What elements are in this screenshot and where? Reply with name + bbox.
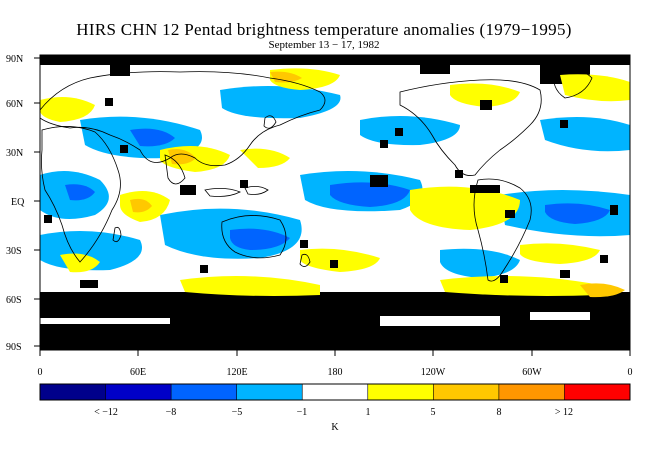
colorbar-frame bbox=[39, 383, 631, 401]
lon-label-0-east: 0 bbox=[628, 367, 633, 378]
anomaly-field bbox=[40, 55, 630, 350]
colorbar-label-6: 5 bbox=[431, 407, 436, 418]
lat-label-90s: 90S bbox=[6, 342, 22, 353]
colorbar-swatch-1 bbox=[40, 384, 107, 400]
lon-label-120w: 120W bbox=[421, 367, 446, 378]
lon-label-60w: 60W bbox=[522, 367, 542, 378]
lat-label-60s: 60S bbox=[6, 295, 22, 306]
coastlines bbox=[40, 68, 630, 316]
colorbar-label-3: −5 bbox=[232, 407, 243, 418]
lon-label-120e: 120E bbox=[226, 367, 247, 378]
colorbar-swatch-8 bbox=[498, 384, 565, 400]
lat-label-60n: 60N bbox=[6, 99, 23, 110]
colorbar-swatch-3 bbox=[171, 384, 238, 400]
lon-label-180: 180 bbox=[328, 367, 343, 378]
colorbar-swatch-7 bbox=[433, 384, 500, 400]
colorbar-label-5: 1 bbox=[366, 407, 371, 418]
longitude-axis: 0 60E 120E 180 120W 60W 0 bbox=[38, 350, 633, 378]
lat-label-90n: 90N bbox=[6, 54, 23, 65]
colorbar-label-7: 8 bbox=[497, 407, 502, 418]
colorbar-unit: K bbox=[331, 422, 339, 433]
lat-label-eq: EQ bbox=[11, 197, 25, 208]
map-title: HIRS CHN 12 Pentad brightness temperatur… bbox=[76, 20, 572, 39]
lat-label-30n: 30N bbox=[6, 148, 23, 159]
colorbar: < −12 −8 −5 −1 1 5 8 > 12 K bbox=[39, 383, 631, 433]
colorbar-swatch-2 bbox=[105, 384, 172, 400]
colorbar-label-1: < −12 bbox=[94, 407, 118, 418]
colorbar-swatch-9 bbox=[564, 384, 631, 400]
no-data-band-north bbox=[40, 55, 630, 65]
lon-label-60e: 60E bbox=[130, 367, 146, 378]
colorbar-label-4: −1 bbox=[297, 407, 308, 418]
colorbar-swatch-5 bbox=[302, 384, 369, 400]
colorbar-label-8: > 12 bbox=[555, 407, 573, 418]
colorbar-swatch-4 bbox=[236, 384, 303, 400]
lon-label-0: 0 bbox=[38, 367, 43, 378]
latitude-axis: 90N 60N 30N EQ 30S 60S 90S bbox=[6, 54, 40, 353]
colorbar-swatch-6 bbox=[367, 384, 434, 400]
map-subtitle: September 13 − 17, 1982 bbox=[268, 39, 380, 51]
colorbar-label-2: −8 bbox=[166, 407, 177, 418]
lat-label-30s: 30S bbox=[6, 246, 22, 257]
